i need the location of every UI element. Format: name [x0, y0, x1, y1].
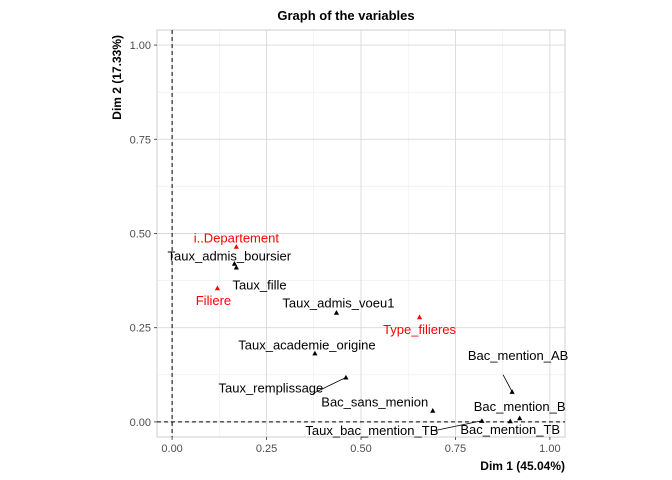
- point-i-departement: [233, 244, 239, 249]
- point-label-taux-fille: Taux_fille: [232, 278, 286, 293]
- point-label-i-departement: i..Departement: [194, 231, 280, 246]
- x-tick-label: 0.25: [256, 443, 277, 455]
- x-tick-label: 1.00: [539, 443, 560, 455]
- point-filiere: [214, 285, 221, 291]
- y-tick-label: 1.00: [130, 40, 151, 52]
- point-taux-fille: [231, 261, 238, 266]
- point-bac-sans-menion: [430, 408, 436, 413]
- point-bac-mention-b: [517, 415, 523, 421]
- point-taux-remplissage: [343, 374, 349, 380]
- y-tick-label: 0.75: [130, 134, 151, 146]
- point-label-filiere: Filiere: [196, 293, 231, 308]
- x-tick-label: 0.50: [350, 443, 371, 455]
- point-label-bac-mention-tb: Bac_mention_TB: [460, 422, 560, 437]
- point-taux-admis-voeu1: [333, 310, 340, 315]
- y-tick-label: 0.00: [130, 417, 151, 429]
- y-tick-label: 0.25: [130, 323, 151, 335]
- point-label-bac-mention-ab: Bac_mention_AB: [468, 348, 568, 363]
- leader-line-taux-bac-mention-tb: [433, 420, 482, 432]
- point-bac-mention-tb: [507, 418, 513, 424]
- point-taux-admis-boursier: [233, 264, 239, 270]
- x-tick-label: 0.00: [161, 443, 182, 455]
- point-bac-mention-ab: [509, 389, 515, 394]
- point-label-type-filieres: Type_filieres: [383, 322, 456, 337]
- point-label-taux-remplissage: Taux_remplissage: [218, 380, 323, 395]
- y-axis-title: Dim 2 (17.33%): [110, 35, 124, 120]
- point-label-taux-bac-mention-tb: Taux_bac_mention_TB: [305, 423, 438, 438]
- point-label-taux-admis-boursier: Taux_admis_boursier: [168, 248, 292, 263]
- point-taux-academie-origine: [312, 350, 318, 356]
- chart-title: Graph of the variables: [277, 8, 414, 23]
- point-taux-bac-mention-tb: [479, 418, 485, 423]
- point-label-bac-mention-b: Bac_mention_B: [474, 399, 566, 414]
- point-label-taux-admis-voeu1: Taux_admis_voeu1: [282, 296, 394, 311]
- x-tick-label: 0.75: [445, 443, 466, 455]
- data-points: i..Departement Filiere Type_filieres Taux_a…: [168, 231, 569, 438]
- leader-line-taux-remplissage: [312, 377, 347, 394]
- x-axis-title: Dim 1 (45.04%): [480, 459, 565, 473]
- plot-panel: [156, 29, 566, 438]
- leader-line-bac-mention-ab: [502, 374, 513, 392]
- point-type-filieres: [416, 314, 423, 320]
- y-tick-label: 0.50: [130, 229, 151, 241]
- point-label-taux-academie-origine: Taux_academie_origine: [238, 337, 375, 352]
- axis-ticks: 0.00 0.25 0.50 0.75 1.00 0.00 0.25 0.50 0.75 1.00: [130, 40, 561, 455]
- point-label-bac-sans-menion: Bac_sans_menion: [321, 395, 428, 410]
